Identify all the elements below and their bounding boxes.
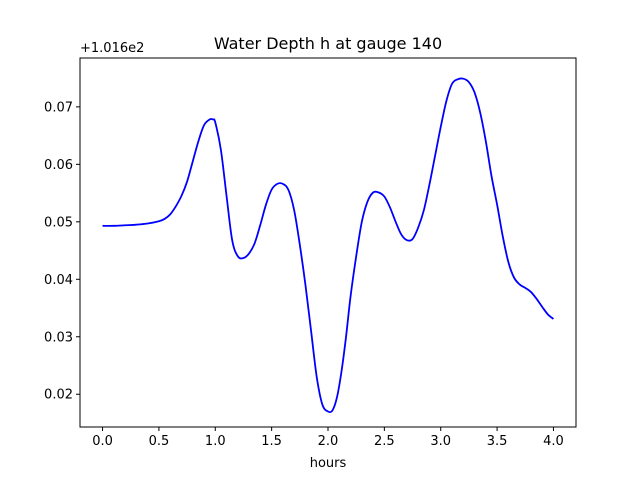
plot-area xyxy=(102,77,555,414)
x-tick-label: 1.5 xyxy=(261,434,282,449)
y-tick-label: 0.03 xyxy=(44,330,73,345)
x-tick-label: 3.0 xyxy=(430,434,451,449)
y-tick-label: 0.07 xyxy=(44,100,73,115)
y-axis: 0.02 0.03 0.04 0.05 0.06 0.07 xyxy=(44,100,80,403)
y-tick-label: 0.06 xyxy=(44,158,73,173)
y-tick-label: 0.05 xyxy=(44,215,73,230)
x-tick-label: 1.0 xyxy=(205,434,226,449)
chart-title: Water Depth h at gauge 140 xyxy=(214,34,442,53)
x-tick-label: 0.0 xyxy=(92,434,113,449)
x-axis-label: hours xyxy=(310,456,347,471)
x-tick-label: 0.5 xyxy=(149,434,170,449)
y-tick-label: 0.04 xyxy=(44,273,73,288)
x-tick-label: 3.5 xyxy=(487,434,508,449)
series-line xyxy=(102,77,555,414)
y-axis-offset-label: +1.016e2 xyxy=(80,41,144,56)
x-axis: 0.0 0.5 1.0 1.5 2.0 2.5 3.0 3.5 4.0 xyxy=(92,427,564,449)
y-tick-label: 0.02 xyxy=(44,388,73,403)
axes-frame xyxy=(79,57,577,428)
x-tick-label: 2.0 xyxy=(318,434,339,449)
x-tick-label: 4.0 xyxy=(543,434,564,449)
x-tick-label: 2.5 xyxy=(374,434,395,449)
